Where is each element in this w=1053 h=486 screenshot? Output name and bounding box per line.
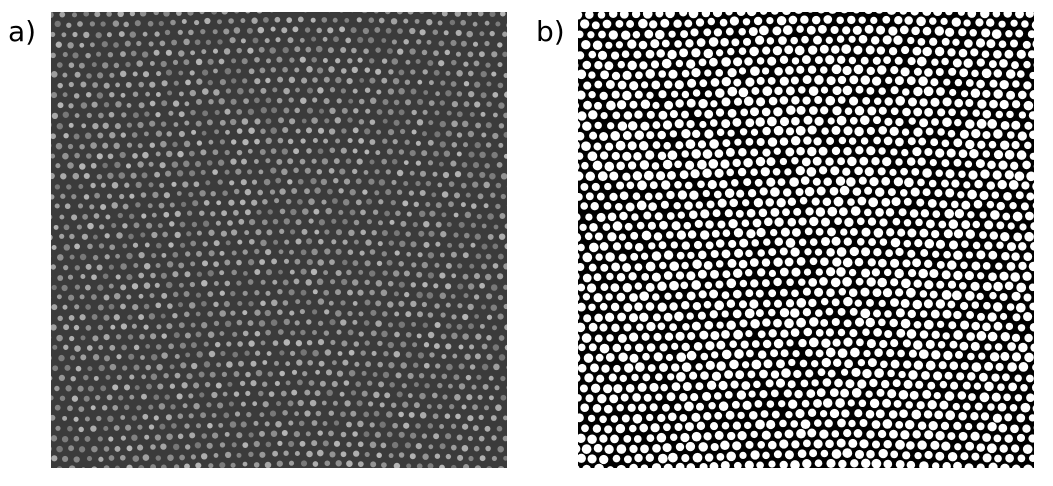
image-background (51, 12, 507, 468)
panel-b-label: b) (536, 15, 565, 48)
particle-dots (51, 12, 507, 468)
panel-a-grayscale-image (51, 12, 507, 468)
panel-b-binary-image (578, 12, 1034, 468)
grayscale-particle-lattice (51, 12, 507, 468)
panel-a-label: a) (8, 15, 37, 48)
particle-dots (578, 12, 1034, 468)
binary-particle-lattice (578, 12, 1034, 468)
